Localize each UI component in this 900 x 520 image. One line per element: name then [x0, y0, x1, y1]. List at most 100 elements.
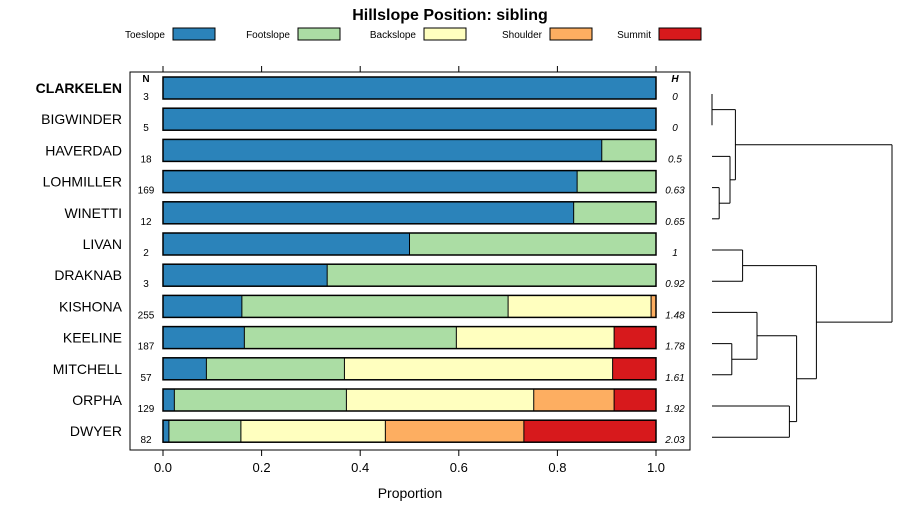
legend-label-toeslope: Toeslope — [125, 30, 165, 41]
bar-rows: CLARKELEN 3 0 BIGWINDER 5 0 HAVERDAD 18 0.5 LOHMI… — [36, 76, 685, 446]
bar-segment-backslope — [240, 420, 386, 443]
legend-swatch-toeslope — [172, 27, 216, 41]
bar-outline — [162, 201, 657, 225]
row-label: KISHONA — [59, 298, 123, 314]
bar-segment-footslope — [241, 295, 509, 318]
row-label: KEELINE — [63, 330, 122, 346]
bar-segment-shoulder — [533, 389, 615, 411]
row-h: 2.03 — [664, 435, 685, 446]
bar-segment-toeslope — [163, 389, 175, 411]
row-label: HAVERDAD — [45, 142, 122, 158]
row-h: 0.63 — [665, 186, 685, 197]
legend-label-backslope: Backslope — [370, 30, 417, 41]
bar-segment-summit — [614, 389, 656, 411]
row-n: 18 — [140, 154, 152, 165]
chart-title: Hillslope Position: sibling — [352, 7, 548, 24]
x-tick-label: 0.6 — [450, 460, 468, 475]
bar-segment-summit — [614, 326, 656, 349]
bar-segment-summit — [612, 357, 656, 380]
x-tick-label: 0.2 — [253, 460, 271, 475]
legend-label-footslope: Footslope — [246, 30, 290, 41]
bar-segment-toeslope — [163, 264, 328, 287]
bar-outline — [162, 232, 657, 256]
bar-segment-toeslope — [163, 201, 574, 224]
bar-segment-toeslope — [163, 295, 242, 318]
row-n: 2 — [143, 248, 149, 259]
legend-label-summit: Summit — [617, 30, 651, 41]
row-h: 1.92 — [665, 404, 685, 415]
legend: Toeslope Footslope Backslope Shoulder Summit — [125, 27, 702, 41]
bar-segment-toeslope — [163, 139, 602, 162]
row-h: 0 — [672, 123, 678, 134]
bar-segment-footslope — [206, 357, 345, 380]
bar-segment-toeslope — [163, 326, 245, 349]
row-h: 1.61 — [665, 373, 684, 384]
row-label: CLARKELEN — [36, 80, 122, 96]
x-tick-label: 0.4 — [351, 460, 369, 475]
top-axis-ticks — [162, 66, 657, 72]
bar-segment-footslope — [174, 389, 347, 411]
row-label: LIVAN — [83, 236, 122, 252]
bar-outline — [162, 419, 657, 443]
h-header: H — [671, 74, 679, 85]
x-axis: 0.0 0.2 0.4 0.6 0.8 1.0 — [154, 450, 665, 475]
bar-segment-backslope — [456, 326, 615, 349]
row-h: 0.5 — [668, 154, 682, 165]
legend-swatch-summit — [658, 27, 702, 41]
bar-segment-toeslope — [163, 233, 410, 255]
row-n: 129 — [138, 404, 155, 415]
bar-segment-footslope — [168, 420, 241, 443]
dendrogram — [711, 94, 893, 438]
bar-segment-shoulder — [651, 295, 656, 318]
bar-segment-backslope — [346, 389, 534, 411]
x-axis-label: Proportion — [378, 485, 443, 501]
x-tick-label: 1.0 — [647, 460, 665, 475]
plot-frame — [129, 71, 691, 451]
bar-segment-toeslope — [163, 108, 656, 131]
bar-segment-footslope — [601, 139, 656, 162]
bar-segment-toeslope — [163, 357, 207, 380]
row-h: 0.92 — [665, 279, 685, 290]
bar-segment-footslope — [409, 233, 656, 255]
bar-segment-backslope — [508, 295, 652, 318]
row-label: BIGWINDER — [41, 111, 122, 127]
bar-segment-toeslope — [163, 170, 578, 193]
x-tick-label: 0.0 — [154, 460, 172, 475]
bar-segment-toeslope — [163, 77, 656, 99]
bar-segment-footslope — [244, 326, 457, 349]
bar-segment-shoulder — [385, 420, 524, 443]
bar-segment-toeslope — [163, 420, 169, 443]
bar-segment-summit — [523, 420, 656, 443]
row-n: 3 — [143, 92, 149, 103]
bar-outline — [162, 325, 657, 350]
legend-swatch-backslope — [423, 27, 467, 41]
row-h: 1 — [672, 248, 678, 259]
legend-label-shoulder: Shoulder — [502, 30, 543, 41]
row-h: 1.78 — [665, 342, 685, 353]
row-n: 169 — [138, 186, 155, 197]
row-label: DWYER — [70, 423, 122, 439]
bar-segment-footslope — [577, 170, 656, 193]
bar-outline — [162, 138, 657, 163]
x-tick-label: 0.8 — [548, 460, 566, 475]
bar-outline — [162, 169, 657, 194]
bar-outline — [162, 388, 657, 412]
row-n: 3 — [143, 279, 149, 290]
row-n: 12 — [140, 217, 152, 228]
row-label: ORPHA — [72, 392, 122, 408]
bar-segment-footslope — [327, 264, 656, 287]
legend-swatch-shoulder — [549, 27, 593, 41]
row-n: 187 — [138, 342, 155, 353]
bar-outline — [162, 294, 657, 319]
bar-outline — [162, 107, 657, 131]
row-n: 5 — [143, 123, 149, 134]
row-n: 57 — [140, 373, 152, 384]
row-h: 0 — [672, 92, 678, 103]
legend-swatch-footslope — [297, 27, 341, 41]
row-n: 82 — [140, 435, 152, 446]
row-label: WINETTI — [64, 205, 122, 221]
row-label: LOHMILLER — [43, 174, 122, 190]
bar-segment-footslope — [573, 201, 656, 224]
bar-outline — [162, 357, 657, 381]
